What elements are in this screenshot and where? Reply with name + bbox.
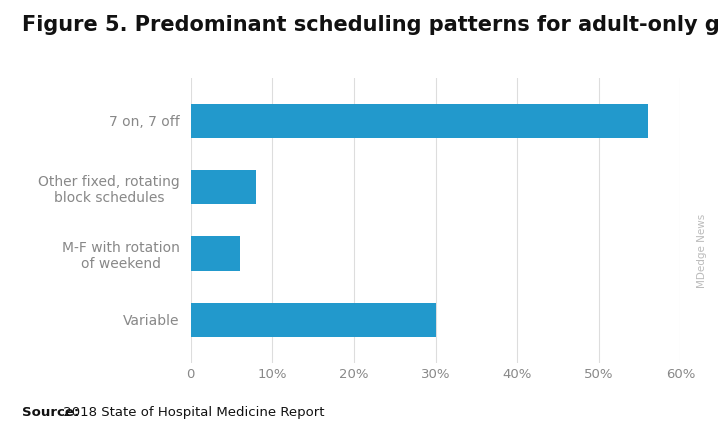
Bar xyxy=(191,104,648,138)
Text: 2018 State of Hospital Medicine Report: 2018 State of Hospital Medicine Report xyxy=(59,406,325,419)
Text: Figure 5. Predominant scheduling patterns for adult-only groups: Figure 5. Predominant scheduling pattern… xyxy=(22,15,720,35)
Bar xyxy=(191,302,436,337)
Text: Source:: Source: xyxy=(22,406,79,419)
Bar xyxy=(191,170,256,204)
Text: MDedge News: MDedge News xyxy=(697,213,707,288)
Bar xyxy=(191,236,240,271)
